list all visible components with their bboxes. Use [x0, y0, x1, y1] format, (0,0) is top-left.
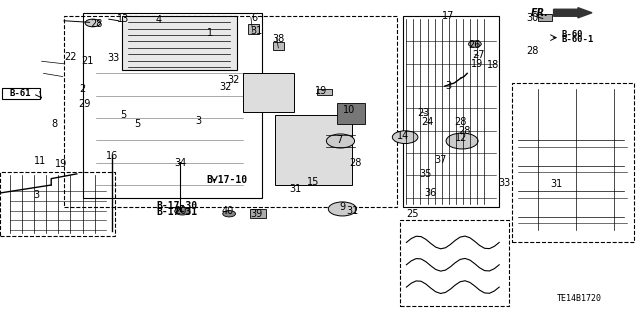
Bar [64, 16, 397, 207]
Text: 39: 39 [250, 209, 262, 219]
Text: 31: 31 [550, 179, 563, 189]
Text: 30: 30 [526, 12, 539, 23]
Text: 14: 14 [397, 130, 410, 141]
Text: 7: 7 [336, 135, 342, 145]
Text: 11: 11 [33, 156, 46, 166]
Text: 19: 19 [470, 59, 483, 69]
Text: 35: 35 [419, 169, 432, 179]
Circle shape [392, 131, 418, 144]
Text: B-60-1: B-60-1 [562, 35, 594, 44]
Text: 32: 32 [219, 82, 232, 92]
FancyBboxPatch shape [250, 209, 266, 218]
Text: 31: 31 [289, 184, 302, 194]
Circle shape [175, 207, 190, 215]
Text: 28: 28 [90, 19, 102, 29]
Text: 31: 31 [250, 26, 262, 36]
Text: 28: 28 [458, 126, 470, 136]
Text: B-17-30: B-17-30 [157, 201, 198, 211]
FancyBboxPatch shape [317, 89, 332, 95]
Bar [243, 73, 294, 112]
Text: 28: 28 [526, 46, 539, 56]
Text: 2: 2 [79, 84, 85, 94]
Text: 5: 5 [120, 110, 126, 120]
Text: B-17-10: B-17-10 [206, 175, 247, 185]
Circle shape [468, 41, 481, 47]
Text: 36: 36 [424, 188, 436, 198]
Text: 10: 10 [342, 105, 355, 115]
FancyBboxPatch shape [538, 14, 552, 21]
Text: 19: 19 [54, 159, 67, 169]
Circle shape [85, 19, 100, 27]
Text: 12: 12 [454, 133, 467, 143]
Text: 26: 26 [468, 40, 481, 50]
Bar [83, 13, 262, 198]
Bar [122, 16, 237, 70]
Bar [0, 172, 115, 236]
Bar [275, 115, 352, 185]
Text: FR.: FR. [531, 8, 548, 18]
Text: 28: 28 [454, 117, 467, 127]
Text: 4: 4 [156, 15, 162, 25]
Text: 38: 38 [272, 34, 285, 44]
Text: 17: 17 [442, 11, 454, 21]
Text: 40: 40 [221, 205, 234, 216]
Text: 33: 33 [498, 178, 511, 189]
Bar [400, 220, 509, 306]
Text: 33: 33 [108, 53, 120, 63]
Text: 3: 3 [33, 189, 40, 200]
Text: 13: 13 [116, 14, 129, 24]
Text: 1: 1 [207, 28, 213, 39]
Text: 3: 3 [195, 116, 202, 126]
Text: B-60: B-60 [562, 30, 584, 39]
Text: 31: 31 [346, 206, 358, 216]
Bar [403, 16, 499, 207]
Text: 15: 15 [307, 177, 320, 187]
Text: 34: 34 [174, 158, 187, 168]
Circle shape [446, 133, 478, 149]
Text: 24: 24 [421, 117, 434, 128]
Text: B-17-31: B-17-31 [157, 207, 198, 217]
Text: 18: 18 [486, 60, 499, 70]
FancyBboxPatch shape [2, 88, 40, 99]
Circle shape [328, 202, 356, 216]
FancyBboxPatch shape [248, 24, 259, 34]
Text: 21: 21 [81, 56, 93, 66]
Text: 3: 3 [445, 81, 451, 91]
Text: 23: 23 [417, 108, 430, 118]
Text: 28: 28 [349, 158, 362, 168]
Text: 32: 32 [227, 75, 240, 85]
Text: TE14B1720: TE14B1720 [557, 294, 602, 303]
Text: 37: 37 [434, 155, 447, 165]
Text: B-61: B-61 [10, 89, 31, 98]
FancyArrow shape [554, 8, 592, 18]
Text: 6: 6 [252, 12, 258, 23]
Text: 27: 27 [472, 50, 485, 60]
Circle shape [223, 211, 236, 217]
Text: 22: 22 [64, 52, 77, 62]
FancyBboxPatch shape [273, 42, 284, 50]
Text: 19: 19 [315, 86, 328, 96]
Text: 20: 20 [174, 205, 187, 216]
Text: 9: 9 [339, 202, 346, 212]
Text: 5: 5 [134, 119, 141, 130]
Text: 16: 16 [106, 151, 118, 161]
Text: 29: 29 [78, 99, 91, 109]
Circle shape [326, 134, 355, 148]
Bar [512, 83, 634, 242]
Text: 25: 25 [406, 209, 419, 219]
Bar [337, 103, 365, 124]
Text: 8: 8 [51, 119, 58, 130]
